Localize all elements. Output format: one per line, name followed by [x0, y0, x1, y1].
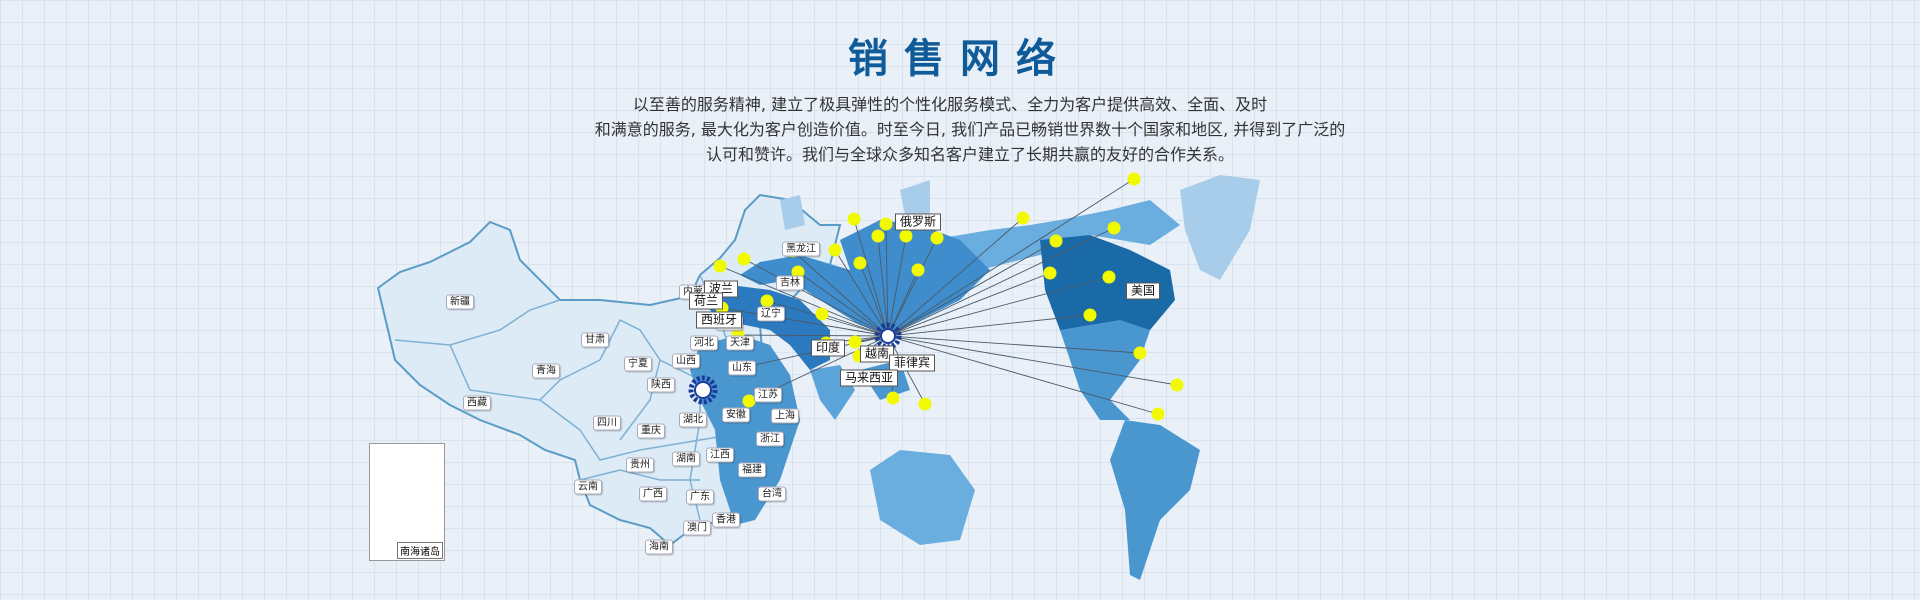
location-dot	[828, 243, 842, 257]
route-line	[887, 178, 1135, 337]
country-label: 马来西亚	[839, 369, 899, 387]
province-label: 甘肃	[581, 332, 609, 348]
route-line	[887, 335, 1159, 415]
route-line	[877, 235, 889, 337]
province-label: 香港	[712, 512, 740, 528]
location-dot	[791, 265, 805, 279]
province-label: 江苏	[754, 387, 782, 403]
location-dot	[1170, 378, 1184, 392]
route-line	[887, 240, 1057, 337]
route-line	[887, 235, 907, 337]
inset-label: 南海诸岛	[397, 542, 443, 559]
route-line	[719, 265, 889, 337]
location-dot	[1016, 211, 1030, 225]
location-dot	[930, 231, 944, 245]
route-line	[743, 258, 889, 337]
route-line	[721, 307, 889, 337]
province-label: 澳门	[683, 520, 711, 536]
province-label: 西藏	[463, 395, 491, 411]
province-label: 辽宁	[757, 306, 785, 322]
province-label: 重庆	[637, 423, 665, 439]
province-label: 贵州	[626, 457, 654, 473]
province-label: 浙江	[756, 431, 784, 447]
route-line	[834, 249, 889, 337]
country-label: 荷兰	[688, 292, 724, 310]
province-label: 陕西	[647, 377, 675, 393]
route-line	[887, 237, 938, 337]
route-line	[887, 217, 1024, 337]
location-dot	[1151, 407, 1165, 421]
province-label: 广西	[639, 486, 667, 502]
location-dot	[1107, 221, 1121, 235]
route-line	[737, 334, 889, 337]
location-dot	[1049, 234, 1063, 248]
country-label: 俄罗斯	[894, 213, 942, 231]
location-dot	[879, 217, 893, 231]
south-china-sea-inset: 南海诸岛	[369, 443, 445, 561]
location-dot	[1043, 266, 1057, 280]
country-label: 印度	[810, 339, 846, 357]
province-label: 黑龙江	[782, 241, 820, 257]
province-label: 天津	[726, 335, 754, 351]
province-label: 宁夏	[624, 356, 652, 372]
location-dot	[713, 259, 727, 273]
gear-logo-icon	[874, 322, 902, 350]
province-label: 海南	[645, 539, 673, 555]
province-label: 云南	[574, 479, 602, 495]
intro-text: 以至善的服务精神, 建立了极具弹性的个性化服务模式、全力为客户提供高效、全面、及…	[560, 92, 1380, 167]
province-label: 福建	[738, 462, 766, 478]
location-dot	[1102, 270, 1116, 284]
route-line	[766, 300, 889, 337]
province-label: 山东	[728, 360, 756, 376]
location-dot	[1127, 172, 1141, 186]
province-label: 台湾	[758, 486, 786, 502]
route-line	[887, 272, 1051, 337]
location-dot	[1133, 346, 1147, 360]
country-label: 美国	[1125, 282, 1161, 300]
route-line	[887, 276, 1110, 337]
province-label: 安徽	[722, 407, 750, 423]
location-dot	[918, 397, 932, 411]
location-dot	[848, 335, 862, 349]
route-line	[887, 335, 1141, 354]
province-label: 四川	[593, 415, 621, 431]
province-label: 湖南	[672, 451, 700, 467]
province-label: 新疆	[446, 294, 474, 310]
province-label: 广东	[686, 489, 714, 505]
route-line	[887, 227, 1115, 337]
route-line	[792, 250, 889, 337]
location-dot	[742, 394, 756, 408]
country-label: 西班牙	[695, 311, 743, 329]
intro-line: 和满意的服务, 最大化为客户创造价值。时至今日, 我们产品已畅销世界数十个国家和…	[594, 120, 1346, 139]
province-label: 上海	[771, 408, 799, 424]
province-label: 河北	[690, 335, 718, 351]
province-label: 吉林	[776, 275, 804, 291]
country-label: 菲律宾	[888, 354, 936, 372]
page-title: 销售网络	[848, 36, 1072, 82]
province-label: 青海	[532, 363, 560, 379]
location-dot	[899, 229, 913, 243]
location-dot	[1083, 308, 1097, 322]
location-dot	[853, 256, 867, 270]
location-dot	[737, 252, 751, 266]
route-line	[797, 271, 889, 337]
location-dot	[815, 307, 829, 321]
location-dot	[871, 229, 885, 243]
location-dot	[911, 263, 925, 277]
location-dot	[760, 294, 774, 308]
route-line	[853, 218, 889, 337]
province-label: 江西	[706, 447, 734, 463]
route-line	[885, 223, 889, 337]
gear-logo-icon	[688, 375, 718, 405]
province-label: 山西	[672, 353, 700, 369]
route-line	[887, 314, 1091, 337]
location-dot	[886, 391, 900, 405]
country-label: 越南	[859, 345, 895, 363]
route-line	[887, 335, 1178, 386]
province-label: 湖北	[679, 412, 707, 428]
intro-line: 以至善的服务精神, 建立了极具弹性的个性化服务模式、全力为客户提供高效、全面、及…	[632, 95, 1268, 114]
intro-line: 认可和赞许。我们与全球众多知名客户建立了长期共赢的友好的合作关系。	[705, 145, 1234, 164]
location-dot	[847, 212, 861, 226]
